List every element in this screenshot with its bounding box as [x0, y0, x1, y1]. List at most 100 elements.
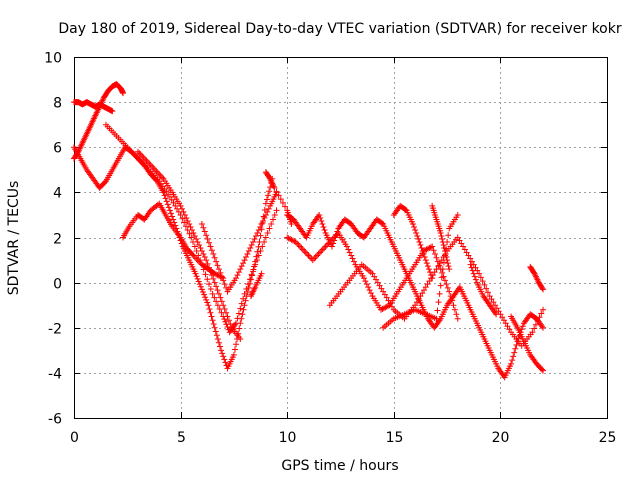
- data-point: [409, 220, 416, 227]
- data-point: [221, 281, 228, 288]
- data-point: [217, 343, 224, 350]
- data-point: [483, 285, 490, 292]
- data-point: [101, 179, 108, 186]
- data-point: [166, 207, 173, 214]
- data-point: [191, 232, 198, 239]
- data-point: [443, 281, 450, 288]
- data-point: [476, 270, 483, 277]
- data-point: [540, 286, 547, 293]
- data-point: [363, 281, 370, 288]
- series-arc-9: [284, 229, 461, 322]
- data-point: [445, 232, 452, 239]
- data-point: [248, 242, 255, 249]
- x-tick-label: 20: [492, 430, 510, 446]
- y-tick-label: -4: [48, 367, 62, 383]
- data-point: [435, 263, 442, 270]
- data-point: [208, 247, 215, 254]
- y-axis-title: SDTVAR / TECUs: [6, 181, 22, 296]
- data-point: [238, 263, 245, 270]
- series-arc-12: [390, 202, 436, 282]
- x-tick-label: 15: [386, 430, 404, 446]
- data-point: [204, 299, 211, 306]
- data-point: [349, 255, 356, 262]
- data-point: [219, 350, 226, 357]
- data-point: [220, 302, 227, 309]
- data-point: [436, 260, 443, 267]
- data-point: [235, 310, 242, 317]
- data-point: [212, 328, 219, 335]
- data-point: [416, 239, 423, 246]
- data-point: [509, 357, 516, 364]
- data-point: [422, 257, 429, 264]
- data-point: [205, 302, 212, 309]
- y-tick-label: -6: [48, 412, 62, 428]
- data-point: [266, 188, 273, 195]
- data-point: [298, 245, 305, 252]
- data-point: [438, 274, 445, 281]
- data-point: [424, 281, 431, 288]
- data-point: [371, 273, 378, 280]
- data-point: [418, 245, 425, 252]
- data-point: [168, 196, 175, 203]
- data-point: [252, 261, 259, 268]
- data-point: [511, 349, 518, 356]
- x-tick-label: 0: [70, 430, 79, 446]
- data-point: [164, 201, 171, 208]
- data-point: [251, 236, 258, 243]
- data-point: [214, 302, 221, 309]
- data-point: [264, 208, 271, 215]
- data-point: [387, 300, 394, 307]
- y-tick-label: -2: [48, 322, 62, 338]
- data-point: [434, 307, 441, 314]
- data-point: [257, 223, 264, 230]
- data-point: [210, 251, 217, 258]
- data-point: [345, 246, 352, 253]
- data-point: [277, 196, 284, 203]
- data-point: [245, 281, 252, 288]
- data-point: [224, 323, 231, 330]
- data-point: [180, 208, 187, 215]
- data-point: [262, 234, 269, 241]
- data-point: [427, 244, 434, 251]
- data-point: [233, 320, 240, 327]
- data-point: [264, 229, 271, 236]
- data-point: [263, 196, 270, 203]
- data-point: [258, 270, 265, 277]
- data-point: [468, 258, 475, 265]
- data-point: [235, 269, 242, 276]
- data-point: [529, 329, 536, 336]
- data-point: [348, 252, 355, 259]
- data-point: [215, 290, 222, 297]
- data-point: [443, 254, 450, 261]
- data-point: [365, 284, 372, 291]
- data-point: [470, 270, 477, 277]
- data-point: [368, 290, 375, 297]
- data-point: [273, 207, 280, 214]
- data-point: [241, 302, 248, 309]
- data-point: [207, 286, 214, 293]
- data-point: [439, 239, 446, 246]
- data-point: [217, 269, 224, 276]
- data-point: [252, 232, 259, 239]
- x-axis-title: GPS time / hours: [281, 458, 398, 474]
- data-point: [421, 254, 428, 261]
- data-point: [425, 266, 432, 273]
- data-point: [360, 275, 367, 282]
- data-point: [437, 229, 444, 236]
- data-point: [261, 239, 268, 246]
- data-point: [230, 351, 237, 358]
- data-point: [429, 275, 436, 282]
- data-point: [208, 272, 215, 279]
- data-point: [445, 263, 452, 270]
- data-point: [366, 287, 373, 294]
- data-point: [268, 220, 275, 227]
- data-point: [248, 271, 255, 278]
- data-point: [246, 276, 253, 283]
- data-point: [253, 257, 260, 264]
- data-point: [411, 223, 418, 230]
- data-point: [510, 353, 517, 360]
- data-point: [233, 275, 240, 282]
- data-point: [245, 248, 252, 255]
- data-point: [204, 276, 211, 283]
